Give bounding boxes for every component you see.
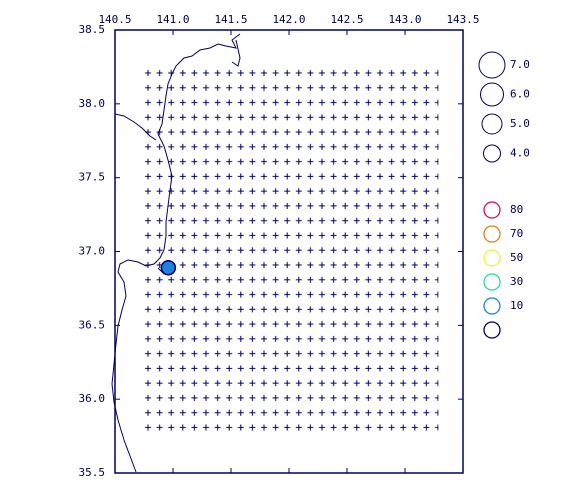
magnitude-legend-label: 7.0: [510, 58, 530, 71]
magnitude-legend-circle: [478, 51, 506, 79]
y-tick-label: 37.5: [79, 171, 106, 184]
magnitude-legend-circle: [481, 113, 503, 135]
depth-legend-circle: [483, 249, 501, 267]
y-tick-label: 37.0: [79, 245, 106, 258]
magnitude-legend-circle: [483, 144, 501, 163]
magnitude-legend-label: 4.0: [510, 147, 530, 160]
depth-legend-circle: [483, 273, 501, 291]
depth-legend-label: 50: [510, 251, 523, 264]
x-tick-label: 140.5: [98, 13, 131, 26]
depth-legend-label: 70: [510, 227, 523, 240]
depth-legend-circle: [483, 321, 501, 339]
depth-legend-circle: [483, 201, 501, 219]
depth-legend-circle: [483, 225, 501, 243]
depth-legend-label: 30: [510, 275, 523, 288]
depth-legend-circle: [483, 297, 501, 315]
magnitude-legend-label: 6.0: [510, 88, 530, 101]
depth-legend-label: 80: [510, 203, 523, 216]
depth-legend-label: 10: [510, 299, 523, 312]
y-tick-label: 36.5: [79, 318, 106, 331]
coastline: [111, 33, 241, 473]
x-tick-label: 141.0: [156, 13, 189, 26]
y-tick-label: 38.0: [79, 97, 106, 110]
magnitude-legend-circle: [480, 82, 504, 107]
x-tick-label: 142.0: [272, 13, 305, 26]
x-tick-label: 143.5: [446, 13, 479, 26]
y-tick-label: 36.0: [79, 392, 106, 405]
earthquake: [160, 259, 177, 276]
magnitude-legend-label: 5.0: [510, 117, 530, 130]
y-tick-label: 38.5: [79, 23, 106, 36]
station-grid: [142, 66, 439, 436]
y-tick-label: 35.5: [79, 466, 106, 479]
x-tick-label: 143.0: [388, 13, 421, 26]
x-tick-label: 141.5: [214, 13, 247, 26]
x-tick-label: 142.5: [330, 13, 363, 26]
